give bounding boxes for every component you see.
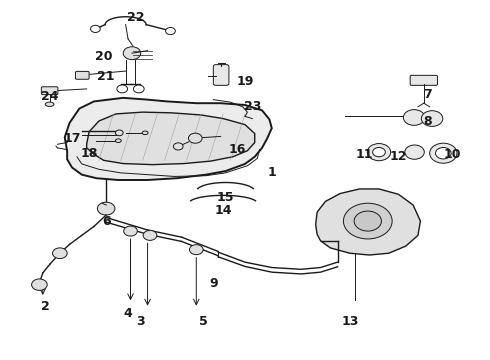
Text: 8: 8 xyxy=(423,114,432,127)
FancyBboxPatch shape xyxy=(410,75,438,85)
Circle shape xyxy=(436,148,451,159)
Text: 7: 7 xyxy=(423,88,432,101)
Circle shape xyxy=(354,211,381,231)
Text: 12: 12 xyxy=(390,150,407,163)
Circle shape xyxy=(91,25,100,32)
Text: 3: 3 xyxy=(136,315,145,328)
Circle shape xyxy=(430,143,457,163)
Circle shape xyxy=(123,226,137,236)
Text: 21: 21 xyxy=(98,70,115,83)
Text: 2: 2 xyxy=(41,300,49,313)
Text: 17: 17 xyxy=(63,132,81,145)
Text: 19: 19 xyxy=(236,75,254,88)
FancyBboxPatch shape xyxy=(213,64,229,85)
Text: 16: 16 xyxy=(229,143,246,156)
Circle shape xyxy=(403,110,425,125)
Circle shape xyxy=(343,203,392,239)
Circle shape xyxy=(405,145,424,159)
Circle shape xyxy=(143,230,157,240)
Text: 14: 14 xyxy=(214,204,232,217)
Circle shape xyxy=(98,202,115,215)
Circle shape xyxy=(133,85,144,93)
Polygon shape xyxy=(316,189,420,255)
Text: 13: 13 xyxy=(341,315,359,328)
Text: 22: 22 xyxy=(126,11,144,24)
Circle shape xyxy=(173,143,183,150)
Circle shape xyxy=(123,47,141,60)
Text: 1: 1 xyxy=(268,166,276,179)
Text: 20: 20 xyxy=(95,50,113,63)
Text: 4: 4 xyxy=(123,307,132,320)
Circle shape xyxy=(421,111,443,126)
Text: 6: 6 xyxy=(102,215,110,228)
Circle shape xyxy=(52,248,67,258)
Ellipse shape xyxy=(142,131,148,135)
Circle shape xyxy=(166,27,175,35)
Text: 9: 9 xyxy=(209,277,218,290)
FancyBboxPatch shape xyxy=(41,87,58,95)
Text: 15: 15 xyxy=(217,192,234,204)
Text: 18: 18 xyxy=(80,147,98,160)
Circle shape xyxy=(31,279,47,291)
Circle shape xyxy=(189,133,202,143)
Ellipse shape xyxy=(116,130,123,136)
Polygon shape xyxy=(87,112,255,165)
Text: 10: 10 xyxy=(443,148,461,162)
Polygon shape xyxy=(65,98,272,180)
Ellipse shape xyxy=(116,139,121,143)
Circle shape xyxy=(368,144,391,161)
Circle shape xyxy=(190,245,203,255)
Text: 23: 23 xyxy=(244,100,261,113)
FancyBboxPatch shape xyxy=(75,71,89,79)
Text: 24: 24 xyxy=(41,90,59,103)
Ellipse shape xyxy=(45,102,54,107)
Text: 11: 11 xyxy=(356,148,373,162)
Text: 5: 5 xyxy=(199,315,208,328)
Circle shape xyxy=(373,148,385,157)
Circle shape xyxy=(117,85,127,93)
